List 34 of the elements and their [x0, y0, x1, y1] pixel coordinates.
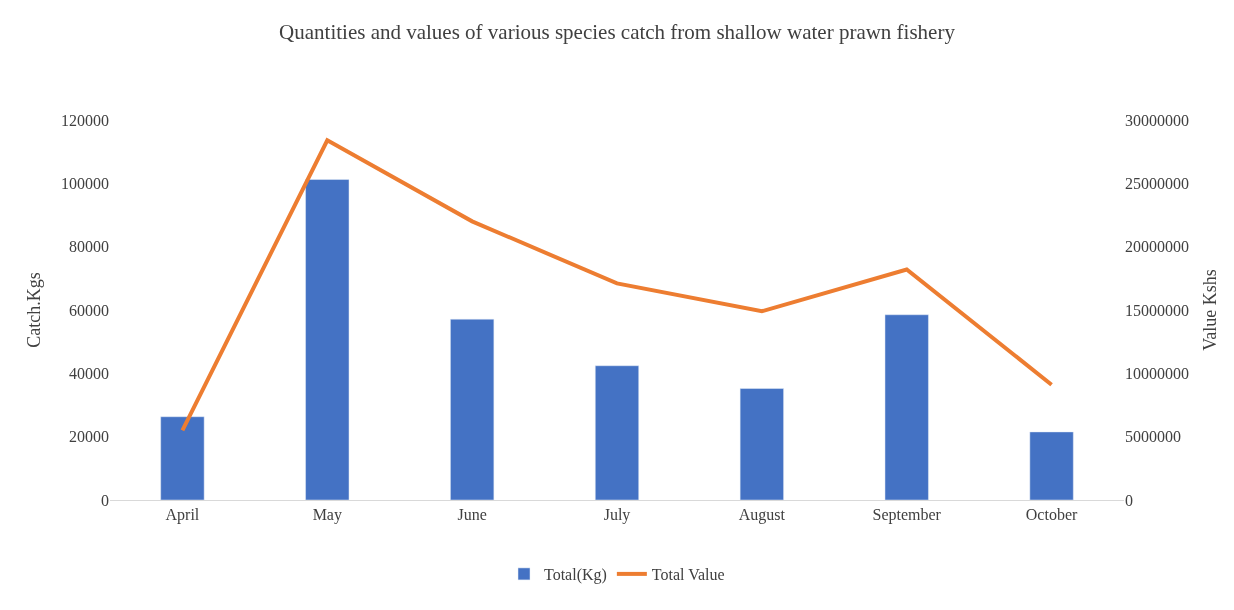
- x-tick-label: October: [1025, 506, 1079, 524]
- y-tick-label: 40000: [69, 364, 109, 382]
- x-tick-label: June: [457, 506, 487, 524]
- y-tick-label: 20000: [69, 428, 109, 446]
- y-tick-label: 0: [101, 491, 109, 509]
- y-tick-label: 100000: [61, 174, 109, 192]
- chart-title: Quantities and values of various species catch from shallow water prawn fishery: [279, 20, 956, 45]
- legend-label: Total(Kg): [544, 566, 607, 585]
- y2-tick-label: 5000000: [1125, 428, 1181, 446]
- line-series: [180, 138, 1054, 433]
- x-tick-label: September: [872, 506, 942, 525]
- bar: [450, 318, 495, 500]
- y-tick-label: 80000: [69, 238, 109, 256]
- y-axis-title: Catch.Kgs: [24, 272, 45, 348]
- y-tick-label: 60000: [69, 301, 109, 319]
- y2-tick-label: 10000000: [1125, 364, 1189, 382]
- y2-tick-label: 25000000: [1125, 174, 1189, 192]
- bar: [1029, 431, 1074, 500]
- y-tick-label: 120000: [61, 111, 109, 129]
- bar: [595, 365, 639, 500]
- bar: [884, 314, 929, 500]
- y2-tick-label: 15000000: [1125, 301, 1189, 319]
- bar: [739, 388, 784, 500]
- x-tick-label: April: [165, 506, 200, 525]
- x-tick-label: July: [603, 506, 631, 525]
- x-tick-label: August: [738, 506, 786, 525]
- y2-axis-title: Value Kshs: [1200, 269, 1221, 351]
- y2-tick-label: 0: [1125, 491, 1133, 509]
- y2-tick-label: 20000000: [1125, 238, 1189, 256]
- bar: [160, 416, 205, 500]
- bar: [305, 179, 350, 500]
- legend-label: Total Value: [651, 566, 725, 584]
- x-tick-label: May: [312, 506, 342, 525]
- y2-tick-label: 30000000: [1125, 111, 1189, 129]
